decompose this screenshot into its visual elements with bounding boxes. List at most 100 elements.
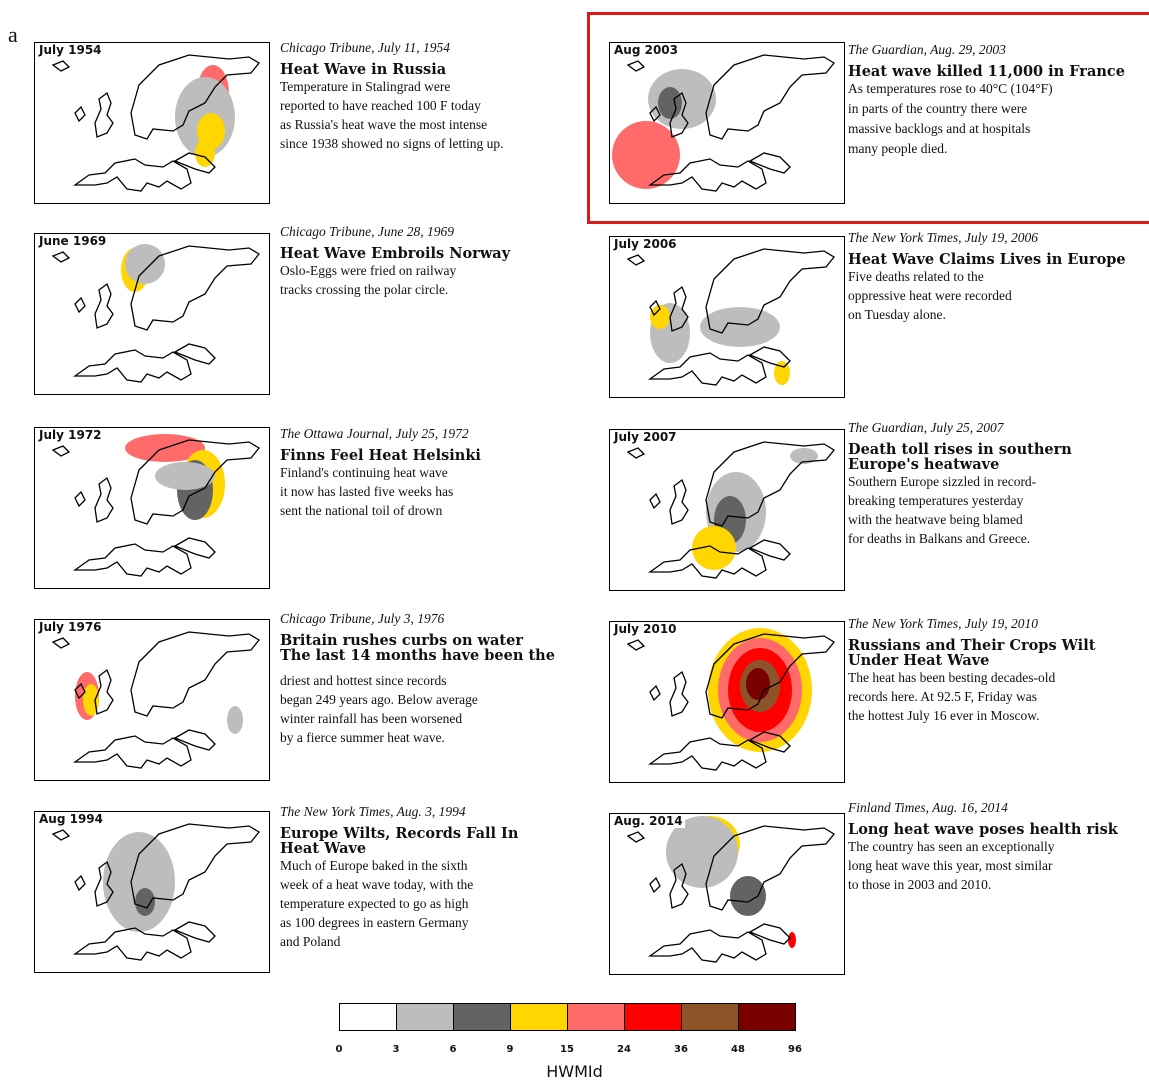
coastline	[626, 633, 835, 771]
news-body: Oslo-Eggs were fried on railway tracks c…	[280, 263, 457, 297]
news-caption: The Guardian, July 25, 2007 Death toll r…	[848, 420, 1148, 548]
news-caption: Chicago Tribune, July 11, 1954 Heat Wave…	[280, 40, 580, 153]
map-svg	[51, 434, 260, 577]
news-source: Chicago Tribune, July 11, 1954	[280, 40, 450, 55]
heat-area	[83, 684, 99, 716]
news-caption: Chicago Tribune, July 3, 1976 Britain ru…	[280, 611, 580, 747]
legend-tick: 96	[788, 1044, 802, 1055]
map-label: July 2007	[612, 430, 679, 444]
news-source: Finland Times, Aug. 16, 2014	[848, 800, 1008, 815]
news-headline: Europe Wilts, Records Fall In Heat Wave	[280, 825, 519, 857]
heat-area	[650, 305, 670, 329]
heatwave-map: July 1954	[34, 42, 270, 204]
news-source: The New York Times, July 19, 2006	[848, 230, 1039, 245]
news-source: The Ottawa Journal, July 25, 1972	[280, 426, 469, 441]
news-source: The New York Times, Aug. 3, 1994	[280, 804, 466, 819]
legend-tick: 3	[392, 1044, 400, 1055]
heat-area	[227, 706, 243, 734]
legend-tick: 36	[674, 1044, 688, 1055]
heat-area	[730, 876, 766, 916]
heat-area	[774, 361, 790, 385]
news-body: The country has seen an exceptionally lo…	[848, 839, 1055, 892]
legend-swatch	[567, 1004, 624, 1030]
map-svg	[51, 823, 260, 961]
news-source: The Guardian, Aug. 29, 2003	[848, 42, 1006, 57]
legend-tick: 24	[617, 1044, 631, 1055]
map-label: June 1969	[37, 234, 109, 248]
legend-tick: 0	[335, 1044, 343, 1055]
legend-ticks: 0 3 6 9 15 24 36 48 96	[335, 1044, 802, 1058]
legend-swatch	[396, 1004, 453, 1030]
news-source: Chicago Tribune, July 3, 1976	[280, 611, 445, 626]
news-caption: Finland Times, Aug. 16, 2014 Long heat w…	[848, 800, 1148, 894]
legend-tick: 6	[449, 1044, 457, 1055]
heat-area	[155, 462, 215, 490]
news-caption: The New York Times, Aug. 3, 1994 Europe …	[280, 804, 580, 951]
heat-area	[648, 69, 716, 129]
map-label: July 1954	[37, 43, 104, 57]
heat-area	[125, 244, 165, 284]
news-headline: Heat Wave Embroils Norway	[280, 245, 511, 262]
news-source: Chicago Tribune, June 28, 1969	[280, 224, 454, 239]
map-label: July 2006	[612, 237, 679, 251]
heatwave-map: June 1969	[34, 233, 270, 395]
map-label: Aug. 2014	[612, 814, 685, 828]
news-headline: Russians and Their Crops Wilt Under Heat…	[848, 637, 1096, 669]
map-svg	[626, 248, 835, 386]
news-body: Finland's continuing heat wave it now ha…	[280, 465, 454, 518]
news-body: driest and hottest since records began 2…	[280, 673, 478, 745]
legend-tick: 48	[731, 1044, 745, 1055]
coastline	[626, 441, 835, 579]
news-caption: The New York Times, July 19, 2006 Heat W…	[848, 230, 1148, 324]
news-headline: Heat wave killed 11,000 in France	[848, 63, 1125, 80]
news-caption: The Ottawa Journal, July 25, 1972 Finns …	[280, 426, 580, 520]
coastline	[626, 248, 835, 386]
heat-area	[746, 668, 770, 700]
legend-swatch	[340, 1004, 396, 1030]
news-caption: The New York Times, July 19, 2010 Russia…	[848, 616, 1148, 725]
news-body: Temperature in Stalingrad were reported …	[280, 79, 504, 151]
legend-title: HWMId	[546, 1062, 603, 1081]
heat-area	[195, 139, 215, 167]
heatwave-map: July 2010	[609, 621, 845, 783]
map-svg	[626, 816, 835, 963]
heat-area	[658, 87, 682, 119]
legend-tick: 9	[506, 1044, 514, 1055]
highlight-box-2003	[587, 12, 1149, 224]
news-headline: Heat Wave in Russia	[280, 61, 447, 78]
news-headline: Death toll rises in southern Europe's he…	[848, 441, 1072, 473]
map-svg	[626, 628, 835, 771]
news-body: Much of Europe baked in the sixth week o…	[280, 858, 474, 949]
map-label: July 2010	[612, 622, 679, 636]
heat-area	[612, 121, 680, 189]
coastline	[51, 631, 260, 769]
map-label: Aug 1994	[37, 812, 105, 826]
news-headline: Long heat wave poses health risk	[848, 821, 1118, 838]
map-svg	[612, 54, 835, 192]
coastline	[626, 825, 835, 963]
map-label: July 1976	[37, 620, 104, 634]
heatwave-map: Aug. 2014	[609, 813, 845, 975]
heatwave-map: July 1976	[34, 619, 270, 781]
legend-swatch	[681, 1004, 738, 1030]
heatwave-map: Aug 1994	[34, 811, 270, 973]
news-headline: Finns Feel Heat Helsinki	[280, 447, 481, 464]
coastline	[626, 54, 835, 192]
map-svg	[626, 441, 835, 579]
heat-area	[700, 307, 780, 347]
map-label: July 1972	[37, 428, 104, 442]
map-svg	[51, 54, 260, 192]
news-headline: Heat Wave Claims Lives in Europe	[848, 251, 1126, 268]
panel-letter: a	[8, 22, 18, 47]
coastline	[51, 823, 260, 961]
legend-swatch	[624, 1004, 681, 1030]
coastline	[51, 54, 260, 192]
news-headline: Britain rushes curbs on water The last 1…	[280, 632, 555, 664]
heat-area	[135, 888, 155, 916]
news-caption: The Guardian, Aug. 29, 2003 Heat wave ki…	[848, 42, 1148, 159]
legend-swatch	[510, 1004, 567, 1030]
coastline	[51, 439, 260, 577]
news-source: The New York Times, July 19, 2010	[848, 616, 1039, 631]
legend-swatch	[738, 1004, 795, 1030]
news-body: The heat has been besting decades-old re…	[848, 670, 1056, 723]
